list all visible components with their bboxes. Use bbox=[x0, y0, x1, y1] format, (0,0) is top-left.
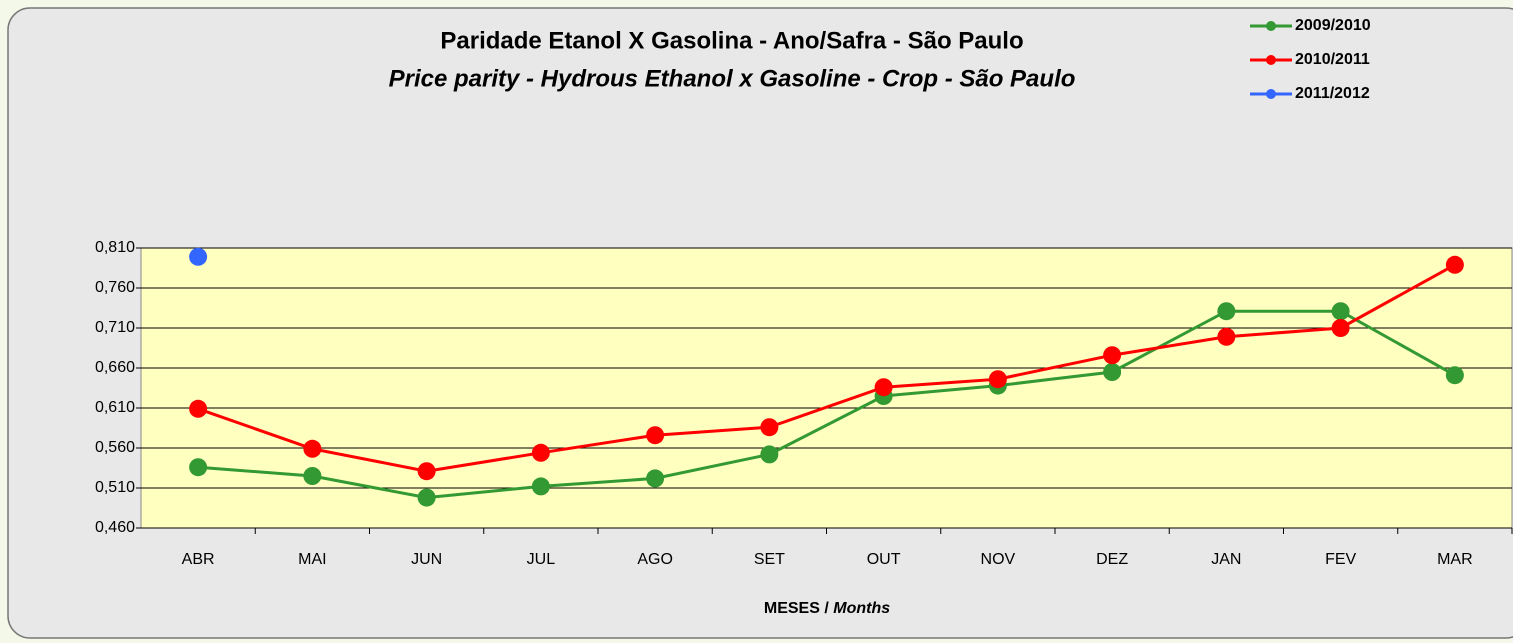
data-point bbox=[303, 439, 322, 458]
data-point bbox=[646, 469, 665, 488]
data-point bbox=[1331, 319, 1350, 337]
legend-marker bbox=[1266, 89, 1276, 99]
y-tick-label: 0,460 bbox=[95, 519, 135, 536]
data-point bbox=[531, 443, 550, 462]
data-point bbox=[417, 488, 436, 507]
data-point bbox=[874, 378, 893, 397]
legend-marker bbox=[1266, 55, 1276, 65]
data-point bbox=[760, 418, 779, 437]
x-tick-label: MAI bbox=[298, 551, 326, 568]
y-tick-label: 0,810 bbox=[95, 239, 135, 256]
series-line bbox=[198, 309, 1456, 500]
x-axis-label: MESES / Months bbox=[764, 600, 890, 617]
data-point bbox=[1217, 327, 1236, 346]
x-tick-label: FEV bbox=[1325, 551, 1356, 568]
legend-label: 2009/2010 bbox=[1295, 17, 1371, 34]
x-tick-label: JAN bbox=[1211, 551, 1241, 568]
y-tick-label: 0,660 bbox=[95, 359, 135, 376]
chart-title: Paridade Etanol X Gasolina - Ano/Safra -… bbox=[440, 27, 1023, 54]
plot-area bbox=[140, 247, 1513, 529]
data-point bbox=[1331, 302, 1350, 321]
chart-subtitle: Price parity - Hydrous Ethanol x Gasolin… bbox=[389, 65, 1076, 92]
x-tick-label: JUN bbox=[411, 551, 442, 568]
data-point bbox=[1445, 366, 1464, 385]
series-line bbox=[197, 263, 1456, 473]
data-point bbox=[988, 370, 1007, 389]
y-tick-label: 0,760 bbox=[95, 279, 135, 296]
x-axis-label-pt: MESES / bbox=[764, 600, 829, 617]
y-tick-label: 0,610 bbox=[95, 399, 135, 416]
x-tick-label: OUT bbox=[867, 551, 901, 568]
data-point bbox=[303, 467, 322, 485]
y-tick-label: 0,560 bbox=[95, 439, 135, 456]
data-point bbox=[1217, 302, 1236, 321]
data-point bbox=[189, 247, 208, 266]
y-tick-label: 0,710 bbox=[95, 319, 135, 336]
data-point bbox=[760, 445, 779, 464]
x-tick-label: SET bbox=[754, 551, 785, 568]
legend-marker bbox=[1266, 21, 1276, 31]
y-tick-label: 0,510 bbox=[95, 479, 135, 496]
data-point bbox=[1445, 255, 1464, 274]
data-point bbox=[189, 458, 208, 477]
x-tick-label: MAR bbox=[1437, 551, 1473, 568]
x-tick-label: AGO bbox=[637, 551, 673, 568]
data-point bbox=[646, 426, 665, 445]
data-point bbox=[189, 399, 208, 418]
x-axis-label-en: Months bbox=[833, 600, 890, 617]
x-tick-label: DEZ bbox=[1096, 551, 1128, 568]
x-tick-label: NOV bbox=[981, 551, 1016, 568]
data-point bbox=[1103, 363, 1122, 381]
legend-label: 2011/2012 bbox=[1295, 85, 1370, 102]
data-point bbox=[1103, 346, 1122, 365]
x-tick-label: JUL bbox=[527, 551, 556, 568]
x-tick-label: ABR bbox=[182, 551, 215, 568]
data-point bbox=[417, 462, 436, 481]
data-point bbox=[531, 477, 550, 496]
legend-label: 2010/2011 bbox=[1295, 51, 1370, 68]
